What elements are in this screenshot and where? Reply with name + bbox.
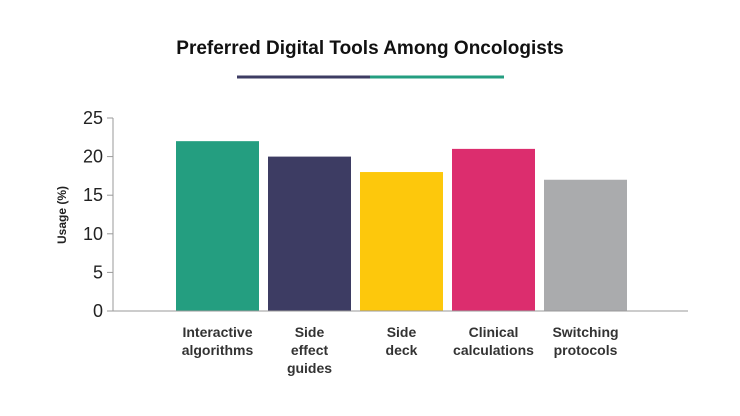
y-tick-label: 10 bbox=[83, 224, 103, 244]
y-tick-label: 0 bbox=[93, 301, 103, 321]
x-tick-label: effect bbox=[291, 342, 329, 358]
bar bbox=[452, 148, 535, 311]
y-axis-label: Usage (%) bbox=[55, 186, 69, 244]
y-tick-label: 5 bbox=[93, 262, 103, 282]
x-tick-label: Side bbox=[387, 324, 417, 340]
y-tick-label: 25 bbox=[83, 108, 103, 128]
x-tick-label: Interactive bbox=[182, 324, 252, 340]
x-tick-label: Switching bbox=[552, 324, 618, 340]
bar bbox=[360, 172, 443, 311]
y-tick-label: 20 bbox=[83, 147, 103, 167]
bars bbox=[176, 141, 627, 311]
bar bbox=[268, 156, 351, 311]
x-tick-label: deck bbox=[386, 342, 418, 358]
x-tick-label: Clinical bbox=[469, 324, 519, 340]
x-axis-category-labels: Interactive algorithms Side effect guides Sid… bbox=[182, 324, 619, 376]
chart-title: Preferred Digital Tools Among Oncologist… bbox=[176, 38, 563, 59]
x-tick-label: Side bbox=[295, 324, 325, 340]
x-tick-label: protocols bbox=[554, 342, 618, 358]
x-tick-label: guides bbox=[287, 360, 332, 376]
bar bbox=[544, 179, 627, 311]
y-axis-ticks: 0 5 10 15 20 25 bbox=[83, 108, 113, 321]
x-tick-label: calculations bbox=[453, 342, 534, 358]
y-tick-label: 15 bbox=[83, 185, 103, 205]
bar bbox=[176, 141, 259, 311]
x-tick-label: algorithms bbox=[182, 342, 254, 358]
